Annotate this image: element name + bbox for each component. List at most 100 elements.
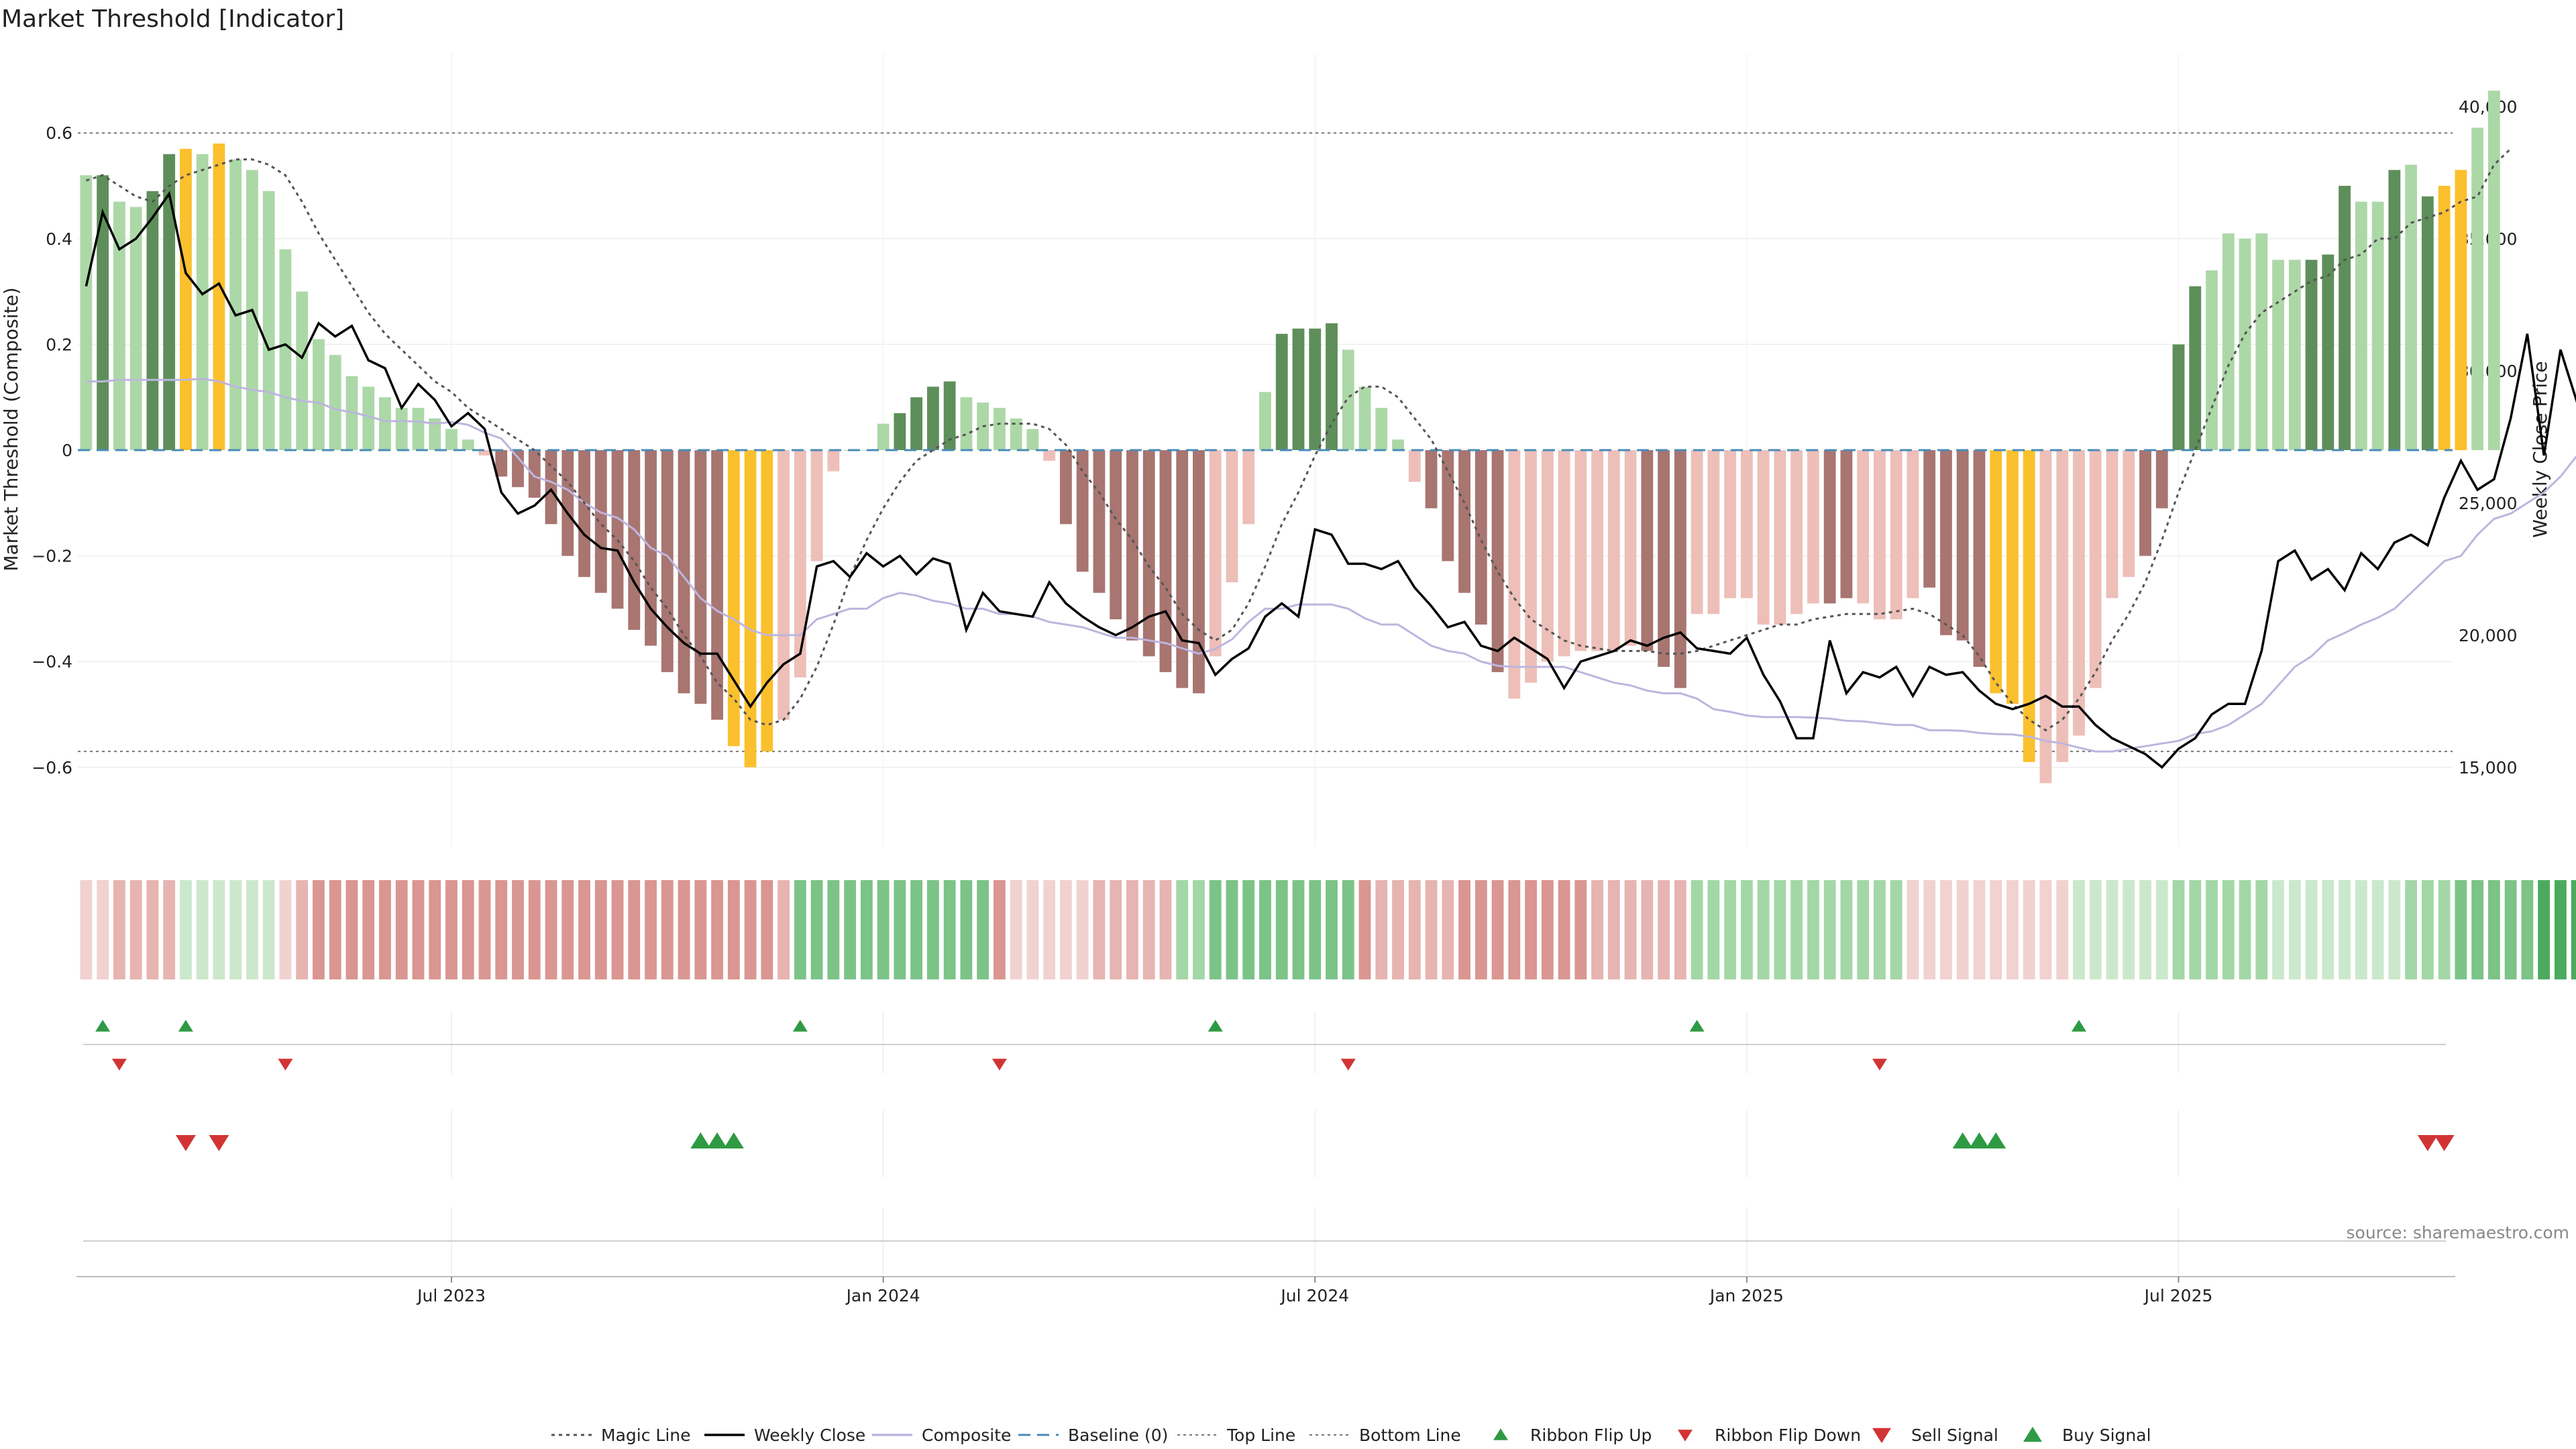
threshold-bar bbox=[229, 159, 242, 450]
threshold-bar bbox=[1093, 450, 1106, 593]
ribbon-cell bbox=[1010, 880, 1022, 979]
threshold-bar bbox=[2438, 186, 2451, 450]
ribbon-cell bbox=[1674, 880, 1686, 979]
ribbon-cell bbox=[495, 880, 508, 979]
legend-swatch-sell bbox=[1872, 1428, 1891, 1444]
threshold-bar bbox=[129, 207, 142, 450]
ribbon-cell bbox=[1558, 880, 1570, 979]
y-tick-label: 0.4 bbox=[46, 229, 72, 249]
threshold-bar bbox=[1126, 450, 1138, 641]
threshold-bar bbox=[478, 450, 491, 455]
ribbon-cell bbox=[163, 880, 176, 979]
threshold-bar bbox=[279, 249, 292, 450]
ribbon-flip-up-marker bbox=[2072, 1020, 2087, 1032]
ribbon-cell bbox=[628, 880, 641, 979]
threshold-bar bbox=[2089, 450, 2102, 688]
ribbon-cell bbox=[1458, 880, 1470, 979]
ribbon-cell bbox=[777, 880, 790, 979]
ribbon-cell bbox=[1209, 880, 1222, 979]
threshold-bar bbox=[1442, 450, 1454, 561]
ribbon-cell bbox=[2471, 880, 2484, 979]
threshold-bar bbox=[1159, 450, 1172, 672]
ribbon-cell bbox=[2371, 880, 2384, 979]
threshold-bar bbox=[1956, 450, 1969, 641]
ribbon-cell bbox=[1226, 880, 1238, 979]
threshold-bar bbox=[2487, 91, 2500, 450]
threshold-bar bbox=[412, 407, 425, 450]
x-tick-label: Jan 2025 bbox=[1709, 1286, 1784, 1305]
threshold-bar bbox=[1010, 418, 1022, 450]
ribbon-cell bbox=[1193, 880, 1205, 979]
ribbon-cell bbox=[1508, 880, 1521, 979]
ribbon-cell bbox=[2073, 880, 2085, 979]
threshold-bar bbox=[2455, 170, 2467, 451]
threshold-bar bbox=[2139, 450, 2151, 556]
threshold-bar bbox=[678, 450, 690, 694]
threshold-bar bbox=[827, 450, 840, 472]
ribbon-cell bbox=[1275, 880, 1288, 979]
ribbon-cell bbox=[512, 880, 524, 979]
threshold-bar bbox=[2039, 450, 2052, 784]
ribbon-cell bbox=[1159, 880, 1172, 979]
ribbon-cell bbox=[345, 880, 358, 979]
ribbon-cell bbox=[1857, 880, 1870, 979]
ribbon-cell bbox=[1990, 880, 2002, 979]
source-label: source: sharemaestro.com bbox=[2347, 1223, 2570, 1242]
legend-label: Sell Signal bbox=[1911, 1426, 1998, 1445]
ribbon-cell bbox=[1142, 880, 1155, 979]
threshold-bar bbox=[694, 450, 707, 704]
threshold-bar bbox=[1990, 450, 2002, 694]
ribbon-cell bbox=[1442, 880, 1454, 979]
ribbon-cell bbox=[910, 880, 923, 979]
threshold-bar bbox=[1043, 450, 1056, 461]
ribbon-cell bbox=[2023, 880, 2035, 979]
ribbon-cell bbox=[80, 880, 93, 979]
threshold-bar bbox=[611, 450, 624, 609]
ribbon-cell bbox=[2222, 880, 2235, 979]
threshold-bar bbox=[1757, 450, 1770, 625]
threshold-bar bbox=[1624, 450, 1637, 646]
y-tick-label: 0.6 bbox=[46, 123, 72, 143]
threshold-bar bbox=[2388, 170, 2401, 451]
ribbon-cell bbox=[1658, 880, 1670, 979]
threshold-bar bbox=[1275, 333, 1288, 450]
sell-signal-marker bbox=[2417, 1135, 2438, 1151]
legend-label: Ribbon Flip Up bbox=[1530, 1426, 1652, 1445]
threshold-bar bbox=[2322, 254, 2334, 450]
threshold-bar bbox=[594, 450, 607, 593]
threshold-bar bbox=[395, 407, 408, 450]
chart-title: Market Threshold [Indicator] bbox=[1, 5, 344, 33]
threshold-bar bbox=[1458, 450, 1470, 593]
ribbon-cell bbox=[2554, 880, 2567, 979]
ribbon-cell bbox=[2272, 880, 2284, 979]
ribbon-cell bbox=[1790, 880, 1803, 979]
threshold-bar bbox=[495, 450, 508, 477]
ribbon-panel bbox=[80, 880, 2576, 979]
ribbon-cell bbox=[445, 880, 458, 979]
legend-label: Bottom Line bbox=[1359, 1426, 1461, 1445]
x-axis: Jul 2023 Jan 2024 Jul 2024 Jan 2025 Jul 2025 bbox=[76, 1208, 2455, 1305]
threshold-bar bbox=[1491, 450, 1504, 672]
ribbon-cell bbox=[810, 880, 823, 979]
ribbon-cell bbox=[794, 880, 806, 979]
threshold-bar bbox=[2123, 450, 2135, 578]
ribbon-flip-down-marker bbox=[1872, 1059, 1887, 1071]
threshold-bar bbox=[1874, 450, 1886, 620]
ribbon-cell bbox=[1309, 880, 1322, 979]
ribbon-cell bbox=[2388, 880, 2401, 979]
legend-item: Magic Line bbox=[551, 1426, 691, 1445]
threshold-bar bbox=[2288, 260, 2301, 450]
ribbon-cell bbox=[578, 880, 590, 979]
ribbon-cell bbox=[196, 880, 209, 979]
ribbon-cell bbox=[844, 880, 857, 979]
threshold-bar bbox=[512, 450, 524, 488]
threshold-bar bbox=[1807, 450, 1819, 604]
threshold-bar bbox=[329, 355, 341, 450]
ribbon-cell bbox=[379, 880, 391, 979]
composite-line bbox=[86, 378, 2576, 753]
ribbon-cell bbox=[1093, 880, 1106, 979]
threshold-bar bbox=[1474, 450, 1487, 625]
ribbon-cell bbox=[2405, 880, 2418, 979]
threshold-bar bbox=[744, 450, 757, 767]
ribbon-flip-up-marker bbox=[95, 1020, 111, 1032]
